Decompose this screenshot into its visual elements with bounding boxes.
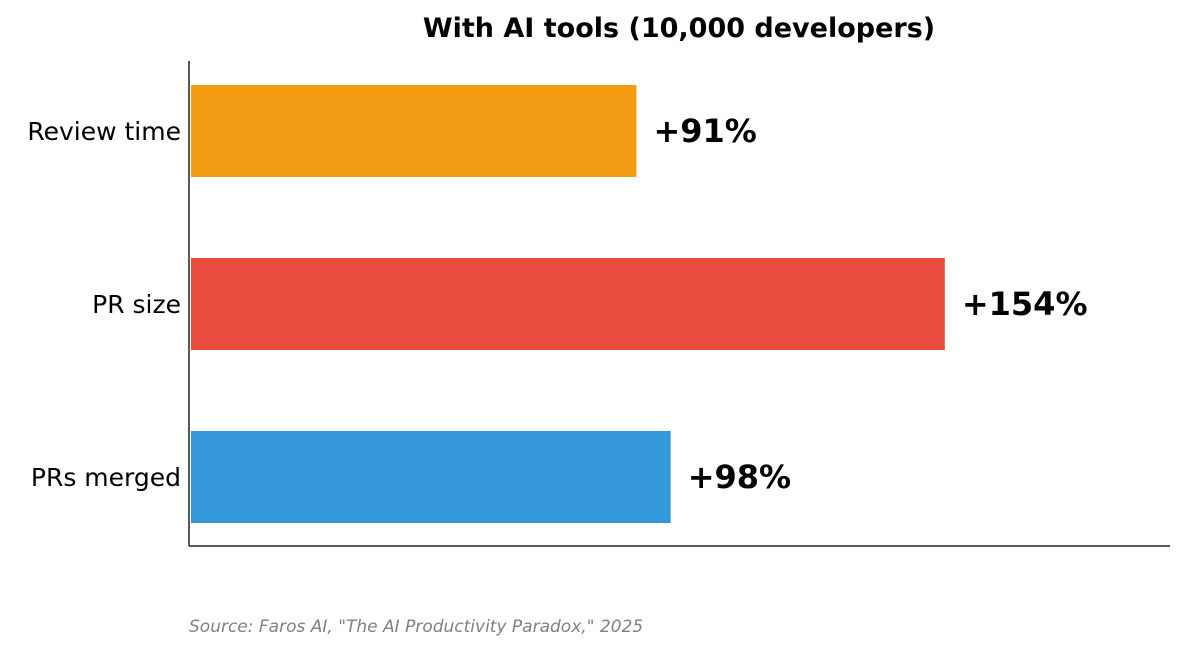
bar-prs-merged [191, 431, 671, 523]
bar-review-time [191, 85, 637, 177]
bar-pr-size [191, 258, 945, 350]
category-label: PRs merged [31, 463, 181, 492]
value-label: +98% [688, 458, 791, 496]
source-note: Source: Faros AI, "The AI Productivity P… [189, 617, 644, 637]
chart-title: With AI tools (10,000 developers) [423, 13, 935, 44]
category-label: PR size [92, 290, 181, 319]
value-label: +91% [653, 112, 756, 150]
category-label: Review time [27, 117, 181, 146]
bars-group: Review time +91% PR size +154% PRs merged +98… [27, 85, 1088, 523]
value-label: +154% [962, 285, 1088, 323]
